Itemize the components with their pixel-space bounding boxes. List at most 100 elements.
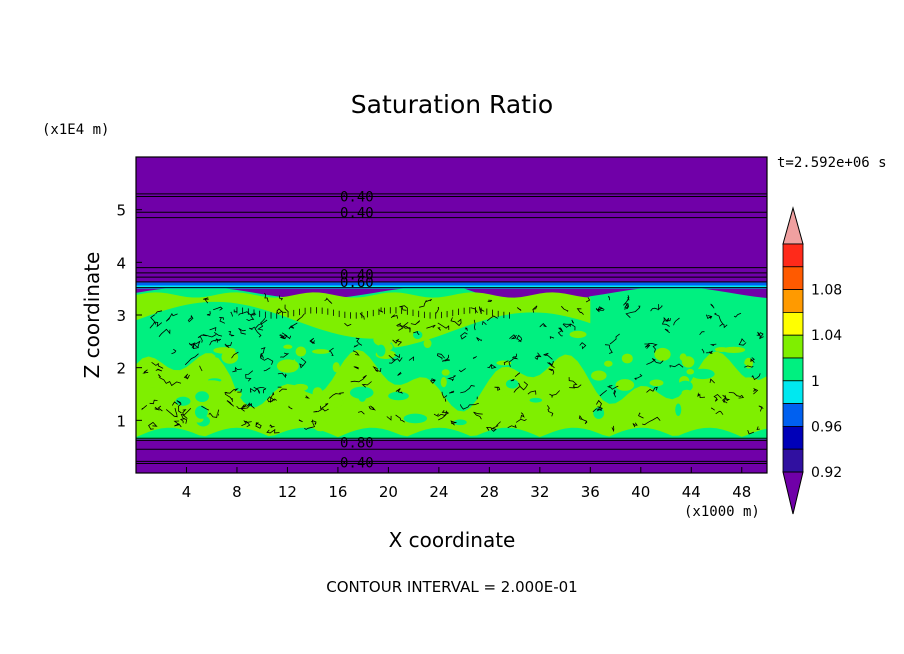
contour-squiggle <box>701 348 705 354</box>
contour-squiggle <box>441 391 448 399</box>
contour-squiggle <box>661 318 671 327</box>
contour-squiggle <box>148 421 158 431</box>
contour-squiggle <box>447 375 456 382</box>
green-patch <box>178 350 193 361</box>
contour-squiggle <box>571 319 575 324</box>
contour-squiggle <box>413 331 420 336</box>
contour-squiggle <box>241 420 251 428</box>
contour-squiggle <box>246 312 256 322</box>
contour-squiggle <box>609 333 620 345</box>
contour-squiggle <box>444 398 447 402</box>
green-patch <box>464 379 473 393</box>
contour-squiggle <box>648 342 658 353</box>
x-tick-label: 8 <box>232 483 242 501</box>
contour-squiggle <box>259 347 266 358</box>
contour-squiggle <box>563 323 571 327</box>
contour-squiggle <box>199 365 203 372</box>
green-patch <box>697 378 720 388</box>
contour-squiggle <box>546 405 554 417</box>
contour-squiggle <box>399 305 408 311</box>
contour-squiggle <box>390 314 399 319</box>
contour-squiggle <box>429 378 436 384</box>
contour-squiggle <box>713 393 722 402</box>
y-tick-label: 3 <box>116 307 126 325</box>
green-patch <box>283 344 293 350</box>
contour-squiggle <box>473 411 483 420</box>
contour-squiggle <box>263 367 271 372</box>
green-patch <box>529 397 543 403</box>
green-patch <box>175 396 191 406</box>
colorbar-bin <box>782 357 804 382</box>
contour-squiggle <box>304 419 316 430</box>
contour-squiggle <box>355 337 363 346</box>
contour-label: 0.40 <box>340 205 374 221</box>
green-patch <box>233 390 242 399</box>
contour-squiggle <box>296 313 305 321</box>
colorbar-bin <box>782 266 804 290</box>
contour-squiggle <box>155 310 163 315</box>
contour-squiggle <box>224 391 233 402</box>
contour-squiggle <box>433 413 440 417</box>
contour-squiggle <box>460 332 468 340</box>
contour-squiggle <box>715 410 724 415</box>
contour-squiggle <box>464 327 468 331</box>
contour-squiggle <box>738 338 747 346</box>
contour-squiggle <box>509 334 517 340</box>
contour-squiggle <box>458 368 466 373</box>
contour-squiggle <box>549 390 560 398</box>
contour-squiggle <box>192 340 201 349</box>
contour-squiggle <box>627 296 630 301</box>
contour-squiggle <box>437 322 450 330</box>
green-patch <box>371 413 387 421</box>
contour-squiggle <box>510 378 515 382</box>
contour-squiggle <box>209 338 220 346</box>
contour-squiggle <box>724 394 731 402</box>
green-patch <box>373 333 392 347</box>
contour-squiggle <box>494 386 501 391</box>
contour-label: 0.60 <box>340 275 374 291</box>
contour-squiggle <box>396 322 404 331</box>
green-patch <box>328 397 344 408</box>
contour-squiggle <box>264 292 269 303</box>
contour-squiggle <box>460 385 475 394</box>
contour-squiggle <box>595 307 600 313</box>
contour-squiggle <box>154 406 160 411</box>
contour-squiggle <box>722 394 728 404</box>
y-tick-label: 2 <box>116 360 126 378</box>
x-unit-label: (x1000 m) <box>684 504 760 520</box>
contour-squiggle <box>697 392 705 399</box>
contour-squiggle <box>250 386 265 393</box>
contour-squiggle <box>669 363 684 368</box>
contour-squiggle <box>561 305 569 312</box>
contour-squiggle <box>253 386 260 394</box>
contour-squiggle <box>596 399 603 412</box>
contour-squiggle <box>151 361 164 369</box>
contour-squiggle <box>623 295 630 306</box>
contour-squiggle <box>233 309 237 313</box>
contour-squiggle <box>171 348 177 355</box>
contour-squiggle <box>481 320 487 325</box>
contour-squiggle <box>728 392 745 399</box>
contour-squiggle <box>288 405 293 410</box>
contour-squiggle <box>733 312 742 318</box>
green-patch <box>681 356 695 368</box>
contour-squiggle <box>372 366 382 373</box>
green-patch <box>722 346 746 354</box>
contour-squiggle <box>705 314 713 320</box>
contour-noise <box>141 292 764 435</box>
green-patch <box>442 416 454 426</box>
colorbar-over-arrow <box>782 206 804 245</box>
colorbar-bin <box>782 243 804 268</box>
green-patch <box>604 360 613 367</box>
colorbar-label: 1 <box>811 374 820 390</box>
contour-squiggle <box>201 405 210 411</box>
contour-squiggle <box>388 354 403 362</box>
contour-squiggle <box>419 298 433 308</box>
green-patch <box>481 367 490 376</box>
contour-squiggle <box>650 307 659 312</box>
contour-squiggle <box>710 303 714 308</box>
contour-squiggle <box>394 354 401 359</box>
colorbar: 1.08 1.04 1 0.96 0.92 <box>782 206 842 515</box>
contour-squiggle <box>158 328 171 338</box>
